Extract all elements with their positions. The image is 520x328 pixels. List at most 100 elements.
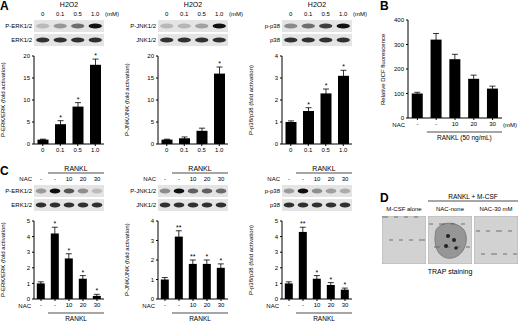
svg-text:300: 300 [394, 42, 405, 48]
svg-text:p38: p38 [270, 202, 281, 208]
svg-text:NAC: NAC [267, 176, 280, 182]
svg-text:2: 2 [275, 265, 279, 271]
svg-text:B: B [380, 0, 389, 13]
svg-text:30: 30 [218, 302, 225, 308]
svg-text:0: 0 [41, 11, 45, 17]
svg-text:3: 3 [27, 249, 31, 255]
svg-text:10: 10 [147, 97, 154, 103]
svg-text:P-JNK1/2: P-JNK1/2 [130, 188, 156, 194]
svg-text:(mM): (mM) [105, 11, 119, 17]
svg-text:H2O2: H2O2 [308, 1, 326, 8]
svg-text:RANKL: RANKL [65, 315, 87, 322]
svg-text:4: 4 [275, 234, 279, 240]
svg-text:*: * [94, 52, 97, 59]
svg-text:0.5: 0.5 [198, 147, 207, 153]
svg-text:4: 4 [151, 218, 155, 224]
svg-text:10: 10 [452, 121, 459, 127]
svg-text:-: - [416, 121, 418, 127]
svg-text:*: * [59, 114, 62, 121]
svg-text:NAC: NAC [143, 176, 156, 182]
svg-text:1.0: 1.0 [215, 11, 224, 17]
svg-text:RANKL: RANKL [64, 165, 87, 172]
svg-text:10: 10 [23, 97, 30, 103]
svg-text:RANKL: RANKL [313, 315, 335, 322]
svg-text:-: - [288, 176, 290, 182]
svg-text:0.5: 0.5 [322, 147, 331, 153]
svg-text:1: 1 [275, 281, 279, 287]
svg-text:NAC-30 mM: NAC-30 mM [479, 206, 512, 212]
svg-text:400: 400 [394, 17, 405, 23]
svg-text:3: 3 [275, 249, 279, 255]
svg-text:RANKL: RANKL [188, 165, 211, 172]
svg-text:20: 20 [80, 302, 87, 308]
svg-text:-: - [40, 302, 42, 308]
svg-text:*: * [342, 63, 345, 70]
svg-text:*: * [95, 287, 98, 294]
svg-text:20: 20 [80, 176, 87, 182]
svg-text:1: 1 [151, 277, 155, 283]
svg-text:(mM): (mM) [353, 11, 367, 17]
svg-text:10: 10 [314, 302, 321, 308]
svg-text:20: 20 [204, 302, 211, 308]
svg-text:P-ERK1/2: P-ERK1/2 [5, 23, 32, 29]
svg-text:10: 10 [66, 302, 73, 308]
svg-text:5: 5 [151, 119, 155, 125]
svg-text:-: - [54, 302, 56, 308]
svg-text:15: 15 [147, 75, 154, 81]
svg-text:0: 0 [165, 11, 169, 17]
svg-text:0.1: 0.1 [304, 147, 313, 153]
svg-text:ERK1/2: ERK1/2 [11, 37, 32, 43]
svg-text:p-p38: p-p38 [265, 188, 281, 194]
svg-text:*: * [307, 101, 310, 108]
svg-text:-: - [164, 176, 166, 182]
svg-text:NAC: NAC [392, 122, 405, 128]
svg-text:0: 0 [401, 115, 405, 121]
svg-text:P-JNK1/2: P-JNK1/2 [130, 23, 156, 29]
svg-text:0.5: 0.5 [74, 147, 83, 153]
svg-text:20: 20 [470, 121, 477, 127]
svg-text:D: D [380, 192, 389, 205]
svg-text:4: 4 [275, 53, 279, 59]
svg-text:10: 10 [190, 302, 197, 308]
svg-text:-: - [178, 176, 180, 182]
svg-text:1: 1 [275, 119, 279, 125]
svg-text:*: * [218, 60, 221, 67]
svg-text:**: ** [176, 224, 182, 231]
svg-text:0: 0 [165, 147, 169, 153]
svg-text:-: - [302, 302, 304, 308]
svg-text:0: 0 [27, 141, 31, 147]
svg-text:p38: p38 [270, 37, 281, 43]
svg-text:H2O2: H2O2 [184, 1, 202, 8]
svg-text:30: 30 [94, 302, 101, 308]
svg-text:**: ** [190, 253, 196, 260]
svg-text:1.0: 1.0 [91, 11, 100, 17]
svg-text:10: 10 [314, 176, 321, 182]
svg-text:30: 30 [489, 121, 496, 127]
svg-text:*: * [329, 276, 332, 283]
svg-text:p-p38: p-p38 [265, 23, 281, 29]
svg-text:30: 30 [342, 302, 349, 308]
svg-text:20: 20 [328, 176, 335, 182]
svg-text:*: * [315, 269, 318, 276]
svg-text:**: ** [300, 220, 306, 227]
svg-text:0: 0 [151, 296, 155, 302]
svg-text:30: 30 [94, 176, 101, 182]
svg-text:2: 2 [151, 257, 155, 263]
svg-text:20: 20 [204, 176, 211, 182]
svg-text:M-CSF alone: M-CSF alone [386, 206, 422, 212]
svg-text:0: 0 [41, 147, 45, 153]
svg-text:*: * [77, 96, 80, 103]
svg-text:0.5: 0.5 [74, 11, 83, 17]
svg-text:C: C [0, 164, 9, 178]
svg-text:0.1: 0.1 [180, 147, 189, 153]
svg-text:RANKL + M-CSF: RANKL + M-CSF [448, 193, 497, 200]
svg-text:-: - [40, 176, 42, 182]
svg-text:(mM): (mM) [503, 122, 517, 128]
svg-text:20: 20 [147, 53, 154, 59]
svg-text:5: 5 [27, 218, 31, 224]
svg-text:0.1: 0.1 [180, 11, 189, 17]
svg-text:3: 3 [151, 238, 155, 244]
svg-text:-: - [435, 121, 437, 127]
svg-text:0.5: 0.5 [198, 11, 207, 17]
svg-text:5: 5 [27, 119, 31, 125]
